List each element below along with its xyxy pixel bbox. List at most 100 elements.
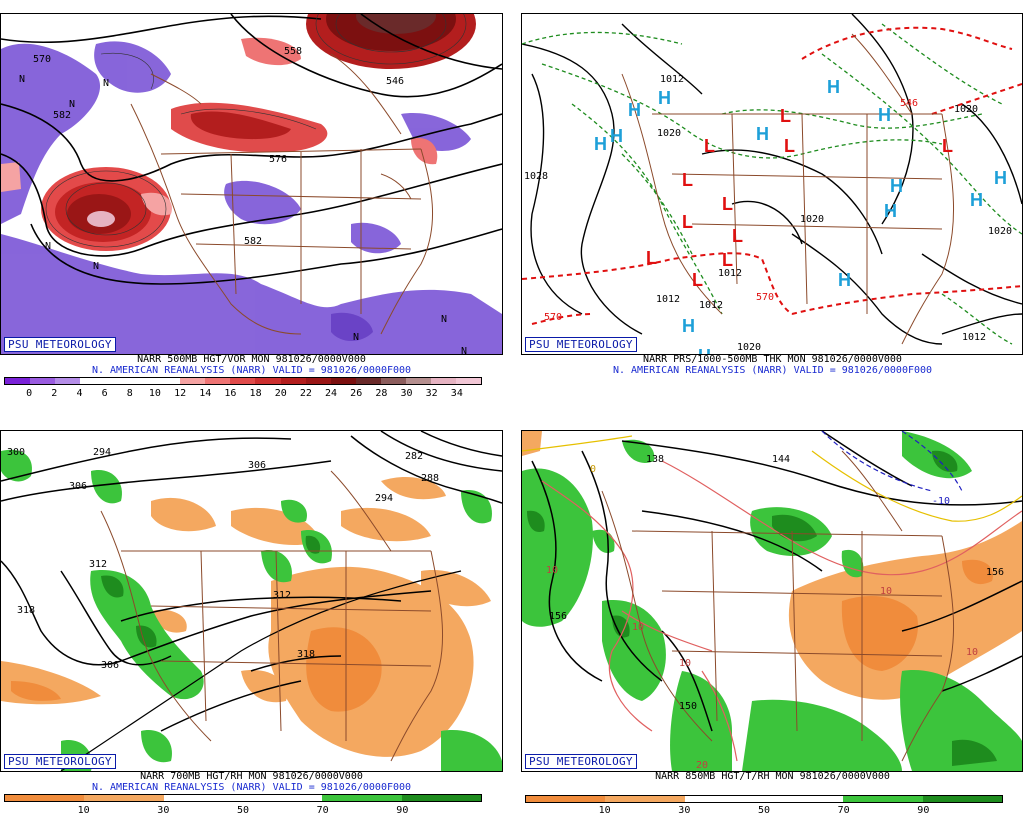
low-pressure-symbol: L	[722, 250, 733, 270]
psu-meteorology-badge: PSU METEOROLOGY	[525, 754, 637, 769]
svg-text:10: 10	[880, 586, 892, 597]
panel-500mb-vorticity: 570 582 558 546 576 582 N N N N N N N N PSU M…	[0, 0, 503, 403]
high-pressure-symbol: H	[756, 124, 769, 144]
vorticity-colorbar-labels: 0 2 4 6 8 10 12 14 16 18 20 22 24 26 28 30 32 34	[4, 388, 482, 400]
svg-text:0: 0	[590, 464, 596, 475]
svg-text:1020: 1020	[954, 104, 978, 115]
colorbar-swatch	[163, 795, 243, 801]
rh-colorbar-labels: 10 30 50 70 90	[4, 805, 482, 817]
svg-text:N: N	[461, 346, 467, 354]
svg-text:N: N	[353, 332, 359, 343]
colorbar-tick-label: 70	[316, 805, 329, 816]
map-slp-thickness: H H H H H H H H H H H H H H H L L L L	[521, 13, 1023, 355]
svg-text:300: 300	[7, 447, 25, 458]
colorbar-swatch	[280, 378, 306, 384]
panel-title: NARR 500MB HGT/VOR MON 981026/0000V000	[137, 354, 366, 365]
svg-text:N: N	[19, 74, 25, 85]
colorbar-swatch	[322, 795, 402, 801]
isobars	[522, 14, 1022, 345]
wind-barb-line	[60, 570, 462, 771]
high-pressure-symbol: H	[682, 316, 695, 336]
map-500mb: 570 582 558 546 576 582 N N N N N N N N	[0, 13, 503, 355]
colorbar-swatch	[205, 378, 231, 384]
svg-text:282: 282	[405, 451, 423, 462]
low-pressure-symbol: L	[732, 226, 743, 246]
svg-text:1020: 1020	[737, 342, 761, 353]
low-pressure-symbol: L	[780, 106, 791, 126]
colorbar-swatch	[255, 378, 281, 384]
colorbar-tick-label: 30	[678, 805, 691, 816]
panel-valid-time: N. AMERICAN REANALYSIS (NARR) VALID = 98…	[91, 782, 412, 793]
svg-text:312: 312	[89, 559, 107, 570]
svg-text:1012: 1012	[656, 294, 680, 305]
height-contours	[531, 431, 1022, 732]
svg-text:1020: 1020	[657, 128, 681, 139]
contour-labels: 300 294 306 306 312 318 306 312 318 282 …	[7, 447, 439, 671]
high-pressure-symbol: H	[698, 346, 711, 354]
svg-text:1028: 1028	[524, 171, 548, 182]
svg-text:10: 10	[632, 622, 644, 633]
svg-text:318: 318	[297, 649, 315, 660]
moist-rh-shading	[1, 449, 502, 771]
svg-text:156: 156	[986, 567, 1004, 578]
contour-labels: 1028 1020 1012 1020 1012 1012 1020 1012 …	[524, 74, 1012, 353]
high-pressure-symbol: H	[884, 201, 897, 221]
colorbar-swatch	[55, 378, 81, 384]
colorbar-swatch	[405, 378, 431, 384]
low-pressure-symbol: L	[692, 270, 703, 290]
rh-colorbar	[525, 795, 1003, 803]
high-pressure-symbol: H	[994, 168, 1007, 188]
temperature-contours	[522, 431, 1022, 762]
colorbar-tick-label: 30	[157, 805, 170, 816]
vorticity-colorbar	[4, 377, 482, 385]
low-pressure-centers: L L L L L L L L L L L	[646, 106, 953, 290]
colorbar-tick-label: 4	[76, 388, 83, 399]
colorbar-tick-label: 30	[400, 388, 413, 399]
positive-vorticity-shading	[1, 14, 476, 251]
low-pressure-symbol: L	[682, 170, 693, 190]
colorbar-swatch	[605, 796, 685, 802]
panel-700mb-rh: 300 294 306 306 312 318 306 312 318 282 …	[0, 417, 503, 820]
very-moist-shading	[101, 535, 321, 648]
height-contours	[1, 14, 502, 285]
psu-meteorology-badge: PSU METEOROLOGY	[4, 337, 116, 352]
darker-dry-shading	[841, 559, 993, 671]
high-pressure-symbol: H	[970, 190, 983, 210]
colorbar-tick-label: 10	[598, 805, 611, 816]
high-pressure-symbol: H	[827, 77, 840, 97]
colorbar-swatch	[380, 378, 406, 384]
colorbar-tick-label: 18	[249, 388, 262, 399]
colorbar-tick-label: 90	[396, 805, 409, 816]
colorbar-tick-label: 28	[375, 388, 388, 399]
svg-text:1020: 1020	[800, 214, 824, 225]
svg-text:570: 570	[756, 292, 774, 303]
colorbar-swatch	[80, 378, 106, 384]
low-pressure-symbol: L	[784, 136, 795, 156]
svg-text:156: 156	[549, 611, 567, 622]
panel-title: NARR 850MB HGT/T/RH MON 981026/0000V000	[655, 771, 890, 782]
colorbar-tick-label: 2	[51, 388, 58, 399]
colorbar-tick-label: 10	[148, 388, 161, 399]
colorbar-swatch	[763, 796, 844, 802]
colorbar-swatch	[30, 378, 56, 384]
svg-text:306: 306	[248, 460, 266, 471]
map-700mb: 300 294 306 306 312 318 306 312 318 282 …	[0, 430, 503, 772]
high-pressure-symbol: H	[890, 176, 903, 196]
height-contours	[1, 431, 502, 732]
rh-colorbar-labels: 10 30 50 70 90	[525, 805, 1003, 817]
geographic-boundaries	[130, 53, 434, 335]
colorbar-swatch	[684, 796, 764, 802]
svg-text:306: 306	[69, 481, 87, 492]
svg-text:294: 294	[375, 493, 393, 504]
colorbar-swatch	[843, 796, 923, 802]
high-pressure-symbol: H	[628, 100, 641, 120]
svg-text:294: 294	[93, 447, 111, 458]
high-pressure-symbol: H	[610, 126, 623, 146]
darker-dry-shading	[11, 627, 382, 712]
panel-850mb-temp-rh: 144 138 156 150 156 150 0 10 10 10 10 10…	[521, 417, 1024, 820]
colorbar-swatch	[401, 795, 481, 801]
high-pressure-symbol: H	[594, 134, 607, 154]
colorbar-swatch	[430, 378, 456, 384]
svg-text:N: N	[93, 261, 99, 272]
thickness-contours-red	[522, 26, 1022, 325]
